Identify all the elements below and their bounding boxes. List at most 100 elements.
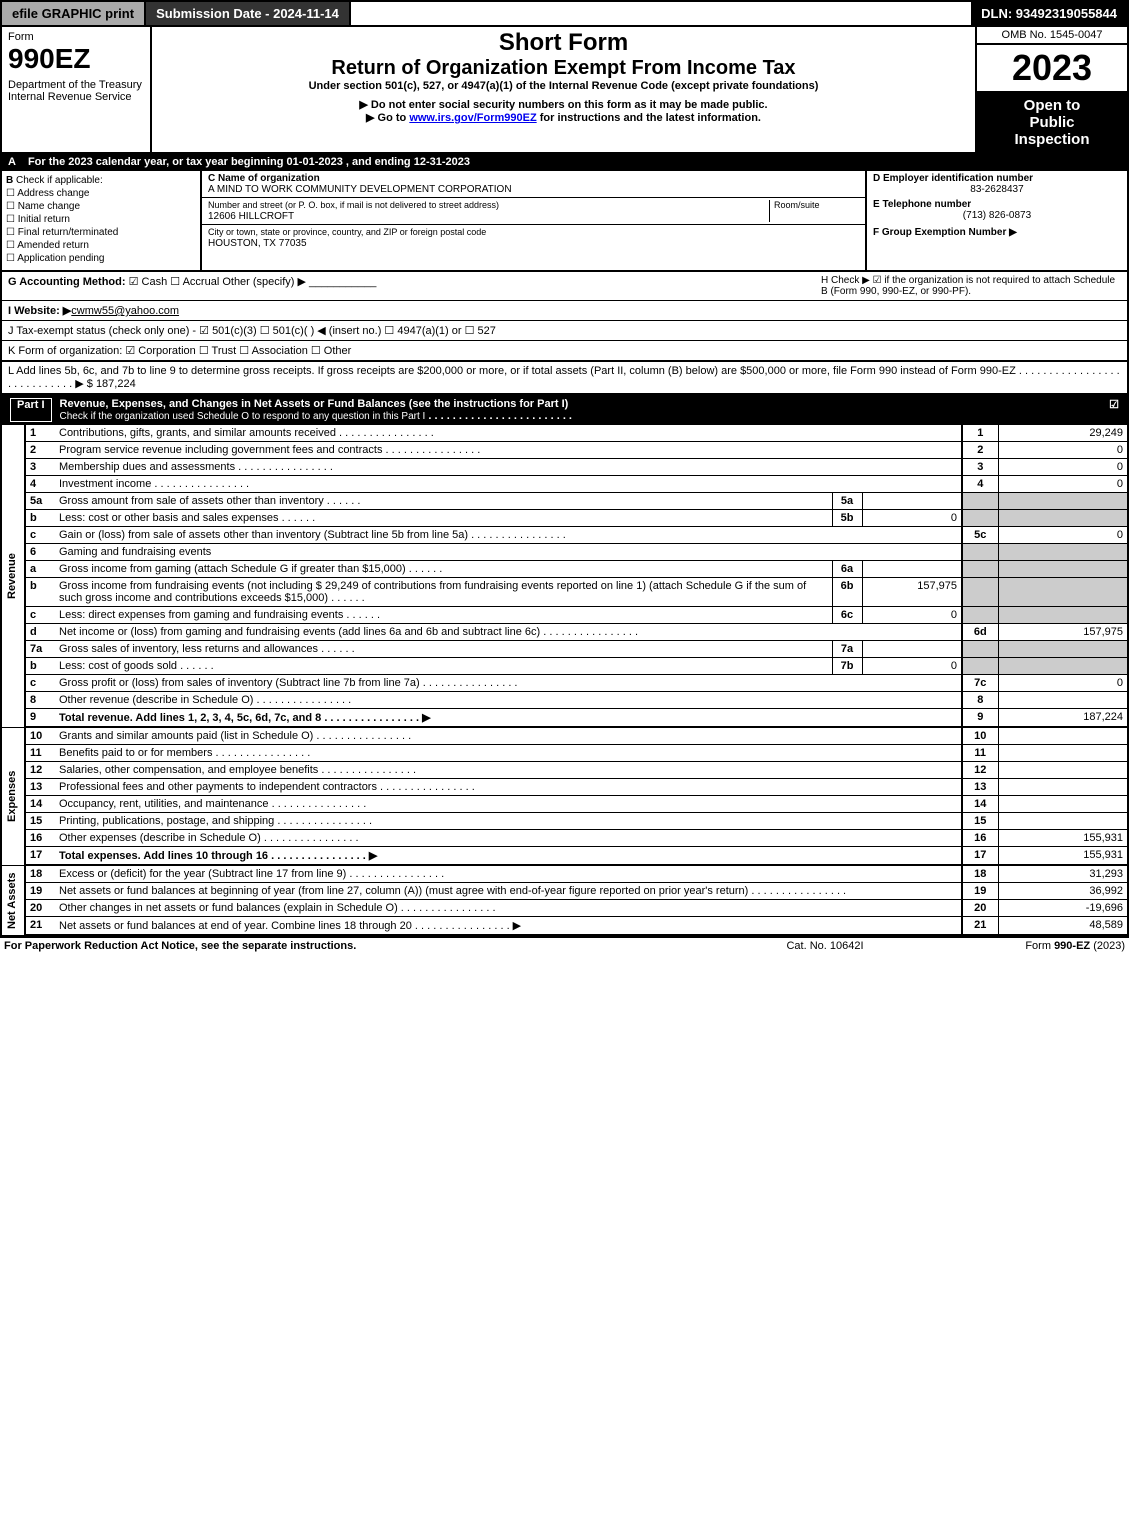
dept-label: Department of the Treasury Internal Reve…: [8, 79, 144, 103]
line-rval: 0: [998, 476, 1128, 493]
tel-label: E Telephone number: [873, 199, 1121, 210]
netassets-table: Net Assets18Excess or (deficit) for the …: [0, 866, 1129, 936]
chk-application-pending[interactable]: ☐ Application pending: [6, 253, 196, 264]
line-rnum: 1: [962, 425, 998, 442]
chk-cash[interactable]: ☑ Cash: [129, 276, 168, 288]
line-desc: Gross profit or (loss) from sales of inv…: [55, 675, 962, 692]
line-j-text: J Tax-exempt status (check only one) - ☑…: [8, 324, 1121, 337]
line-num: 17: [25, 847, 55, 866]
line-desc: Other changes in net assets or fund bala…: [55, 900, 962, 917]
form-word: Form: [8, 31, 144, 43]
line-rval: [998, 796, 1128, 813]
chk-amended-return[interactable]: ☐ Amended return: [6, 240, 196, 251]
chk-address-change[interactable]: ☐ Address change: [6, 188, 196, 199]
line-desc: Total expenses. Add lines 10 through 16 …: [55, 847, 962, 866]
line-num: 6: [25, 544, 55, 561]
line-rval-grey: [998, 561, 1128, 578]
line-num: a: [25, 561, 55, 578]
line-rnum: 12: [962, 762, 998, 779]
line-rval: [998, 745, 1128, 762]
subbox-label: 7a: [832, 641, 862, 658]
submission-date-button[interactable]: Submission Date - 2024-11-14: [146, 2, 351, 25]
line-rval: 29,249: [998, 425, 1128, 442]
line-rval: 48,589: [998, 917, 1128, 936]
line-num: 5a: [25, 493, 55, 510]
line-desc: Other revenue (describe in Schedule O) .…: [55, 692, 962, 709]
line-rnum: 4: [962, 476, 998, 493]
line-rval: -19,696: [998, 900, 1128, 917]
line-rnum: 7c: [962, 675, 998, 692]
line-rval: 157,975: [998, 624, 1128, 641]
line-i: I Website: ▶cwmw55@yahoo.com: [0, 301, 1129, 321]
part1-chk-icon[interactable]: ☑: [1109, 398, 1119, 422]
side-label: Net Assets: [1, 866, 25, 935]
line-num: c: [25, 527, 55, 544]
line-rnum: 19: [962, 883, 998, 900]
sub3-prefix: ▶ Go to: [366, 112, 409, 124]
line-num: c: [25, 675, 55, 692]
chk-accrual[interactable]: ☐ Accrual: [170, 276, 219, 288]
line-rval: 0: [998, 675, 1128, 692]
title-box: Short Form Return of Organization Exempt…: [152, 27, 977, 152]
line-rval: [998, 762, 1128, 779]
line-desc: Other expenses (describe in Schedule O) …: [55, 830, 962, 847]
efile-print-button[interactable]: efile GRAPHIC print: [2, 2, 146, 25]
subtitle-section: Under section 501(c), 527, or 4947(a)(1)…: [158, 80, 969, 92]
tel-value: (713) 826-0873: [873, 210, 1121, 221]
street-value: 12606 HILLCROFT: [208, 211, 294, 222]
line-num: 10: [25, 728, 55, 745]
line-desc: Gross income from gaming (attach Schedul…: [55, 561, 832, 578]
line-num: 21: [25, 917, 55, 936]
line-num: c: [25, 607, 55, 624]
line-desc: Net assets or fund balances at beginning…: [55, 883, 962, 900]
line-h: H Check ▶ ☑ if the organization is not r…: [821, 275, 1121, 297]
line-rval: 0: [998, 527, 1128, 544]
side-label: Expenses: [1, 728, 25, 865]
topbar-spacer: [351, 2, 971, 25]
check-applicable-label: Check if applicable:: [16, 175, 103, 186]
subbox-label: 5b: [832, 510, 862, 527]
line-desc: Gain or (loss) from sale of assets other…: [55, 527, 962, 544]
line-l-val: ▶ $ 187,224: [75, 378, 135, 390]
line-rval-grey: [998, 658, 1128, 675]
org-name-label: C Name of organization: [208, 173, 320, 184]
chk-initial-return[interactable]: ☐ Initial return: [6, 214, 196, 225]
line-num: 19: [25, 883, 55, 900]
line-num: 18: [25, 866, 55, 883]
line-num: 13: [25, 779, 55, 796]
line-rnum: 5c: [962, 527, 998, 544]
street-row: Number and street (or P. O. box, if mail…: [202, 198, 865, 225]
chk-final-return[interactable]: ☐ Final return/terminated: [6, 227, 196, 238]
line-rnum: 13: [962, 779, 998, 796]
subbox-label: 6c: [832, 607, 862, 624]
topbar: efile GRAPHIC print Submission Date - 20…: [0, 0, 1129, 27]
dln-label: DLN: 93492319055844: [971, 2, 1127, 25]
subbox-label: 6a: [832, 561, 862, 578]
subbox-label: 6b: [832, 578, 862, 607]
city-label: City or town, state or province, country…: [208, 227, 486, 237]
line-num: 14: [25, 796, 55, 813]
other-specify: Other (specify) ▶ ___________: [222, 276, 376, 288]
ein-value: 83-2628437: [873, 184, 1121, 195]
line-l-text: L Add lines 5b, 6c, and 7b to line 9 to …: [8, 365, 1016, 377]
line-rnum: 16: [962, 830, 998, 847]
line-rval: 155,931: [998, 847, 1128, 866]
subtitle-ssn: ▶ Do not enter social security numbers o…: [158, 98, 969, 111]
line-desc: Net income or (loss) from gaming and fun…: [55, 624, 962, 641]
line-rnum-grey: [962, 544, 998, 561]
footer-left: For Paperwork Reduction Act Notice, see …: [4, 940, 725, 952]
line-l: L Add lines 5b, 6c, and 7b to line 9 to …: [0, 362, 1129, 395]
subbox-val: [862, 561, 962, 578]
website-label: I Website: ▶: [8, 305, 71, 317]
subbox-val: [862, 493, 962, 510]
line-desc: Salaries, other compensation, and employ…: [55, 762, 962, 779]
irs-link[interactable]: www.irs.gov/Form990EZ: [409, 112, 536, 124]
website-value: cwmw55@yahoo.com: [71, 305, 179, 317]
title-short-form: Short Form: [158, 29, 969, 57]
chk-name-change[interactable]: ☐ Name change: [6, 201, 196, 212]
sub3-suffix: for instructions and the latest informat…: [537, 112, 761, 124]
line-k: K Form of organization: ☑ Corporation ☐ …: [0, 341, 1129, 362]
form-number: 990EZ: [8, 43, 144, 75]
line-rnum-grey: [962, 510, 998, 527]
line-num: d: [25, 624, 55, 641]
